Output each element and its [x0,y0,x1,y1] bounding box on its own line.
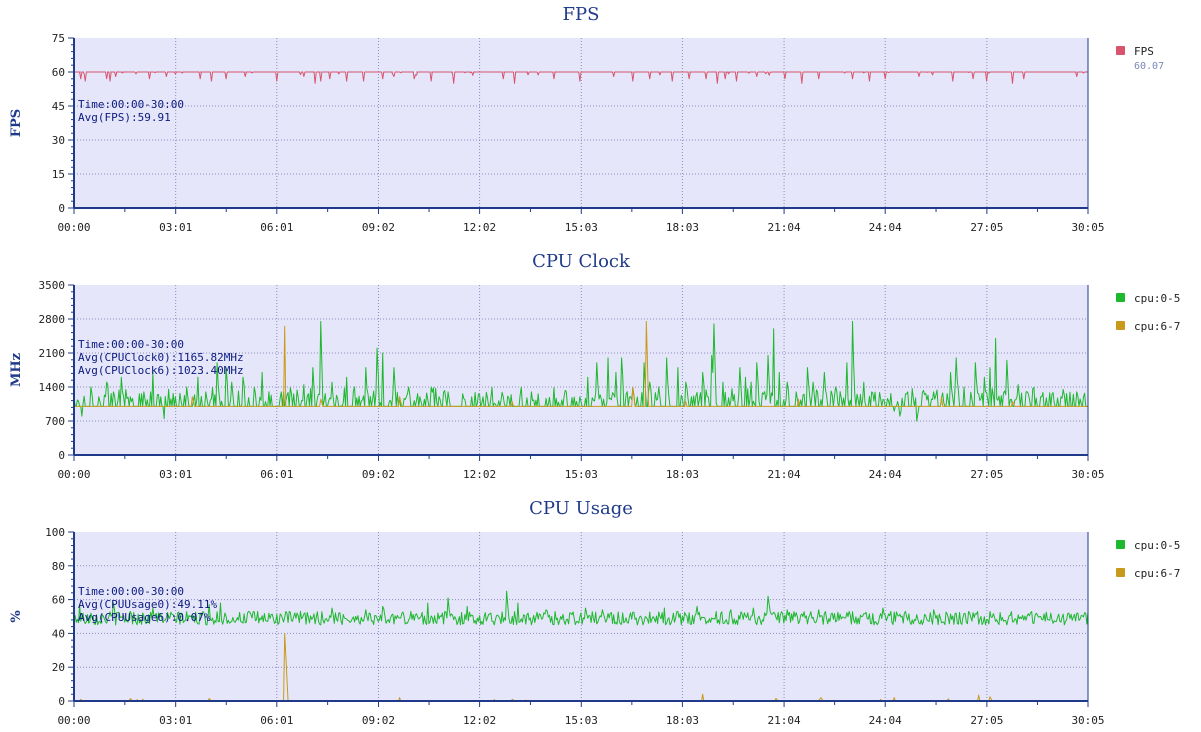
x-tick-label: 30:05 [1071,468,1104,481]
chart-panel-fps: FPS FPS 60.07 0 15 30 45 60 75 00:00 03:01 06:01 09:… [9,4,1164,234]
x-tick-label: 03:01 [159,468,192,481]
y-axis-label: MHz [9,353,24,387]
y-tick-label: 700 [45,415,65,428]
x-tick-label: 21:04 [768,221,801,234]
x-tick-label: 09:02 [362,714,395,727]
x-tick-label: 27:05 [970,468,1003,481]
stats-annotation: Avg(CPUUsage6):0.07% [78,611,211,624]
legend-value: 60.07 [1134,61,1164,72]
legend-label: cpu:0-5 [1134,292,1180,305]
legend-label: cpu:0-5 [1134,539,1180,552]
x-tick-label: 06:01 [260,714,293,727]
legend-swatch [1116,293,1125,302]
y-tick-label: 1400 [39,381,66,394]
y-axis-label: % [9,610,24,623]
x-tick-label: 00:00 [57,714,90,727]
stats-annotation: Avg(CPUUsage0):49.11% [78,598,217,611]
legend-swatch [1116,321,1125,330]
x-tick-label: 24:04 [869,468,902,481]
x-tick-label: 00:00 [57,468,90,481]
legend-swatch [1116,46,1125,55]
x-tick-label: 12:02 [463,221,496,234]
x-tick-label: 15:03 [565,221,598,234]
x-tick-label: 24:04 [869,714,902,727]
x-tick-label: 09:02 [362,468,395,481]
y-tick-label: 0 [58,695,65,708]
chart-panel-cpu-usage: CPU Usage cpu:0-5 cpu:6-7 0 20 40 60 80 100 00:00… [9,498,1180,727]
stats-annotation: Avg(FPS):59.91 [78,111,171,124]
x-tick-label: 24:04 [869,221,902,234]
y-tick-label: 15 [52,168,65,181]
x-tick-label: 15:03 [565,468,598,481]
y-tick-label: 2100 [39,347,66,360]
legend-swatch [1116,540,1125,549]
legend-label: cpu:6-7 [1134,567,1180,580]
stats-annotation: Avg(CPUClock6):1023.40MHz [78,364,244,377]
x-tick-label: 03:01 [159,714,192,727]
y-tick-label: 80 [52,560,65,573]
x-tick-label: 30:05 [1071,714,1104,727]
y-tick-label: 2800 [39,313,66,326]
y-tick-label: 20 [52,661,65,674]
y-tick-label: 60 [52,66,65,79]
x-tick-label: 03:01 [159,221,192,234]
y-tick-label: 30 [52,134,65,147]
x-tick-label: 30:05 [1071,221,1104,234]
legend-label: FPS [1134,45,1154,58]
chart-title: CPU Usage [529,498,633,519]
y-tick-label: 40 [52,627,65,640]
y-tick-label: 60 [52,594,65,607]
x-tick-label: 21:04 [768,714,801,727]
x-tick-label: 27:05 [970,221,1003,234]
x-tick-label: 21:04 [768,468,801,481]
x-tick-label: 06:01 [260,221,293,234]
chart-title: CPU Clock [532,251,631,272]
legend-swatch [1116,568,1125,577]
chart-title: FPS [563,4,600,25]
y-tick-label: 0 [58,202,65,215]
stats-annotation: Time:00:00-30:00 [78,338,184,351]
x-tick-label: 18:03 [666,221,699,234]
x-tick-label: 06:01 [260,468,293,481]
x-tick-label: 18:03 [666,468,699,481]
x-tick-label: 15:03 [565,714,598,727]
stats-annotation: Time:00:00-30:00 [78,98,184,111]
legend-label: cpu:6-7 [1134,320,1180,333]
x-tick-label: 18:03 [666,714,699,727]
x-tick-label: 12:02 [463,468,496,481]
chart-panel-cpu-clock: CPU Clock cpu:0-5 cpu:6-7 0 700 1400 2100 2800 3… [9,251,1180,481]
y-tick-label: 3500 [39,279,66,292]
series-line-cpu-0-5 [73,590,1089,626]
y-tick-label: 45 [52,100,65,113]
y-tick-label: 100 [45,526,65,539]
series-line-cpu-6-7 [74,320,1088,407]
x-tick-label: 00:00 [57,221,90,234]
y-tick-label: 75 [52,32,65,45]
stats-annotation: Time:00:00-30:00 [78,585,184,598]
x-tick-label: 12:02 [463,714,496,727]
series-line-fps [74,71,1088,84]
x-tick-label: 09:02 [362,221,395,234]
stats-annotation: Avg(CPUClock0):1165.82MHz [78,351,244,364]
y-tick-label: 0 [58,449,65,462]
y-axis-label: FPS [9,109,24,137]
x-tick-label: 27:05 [970,714,1003,727]
